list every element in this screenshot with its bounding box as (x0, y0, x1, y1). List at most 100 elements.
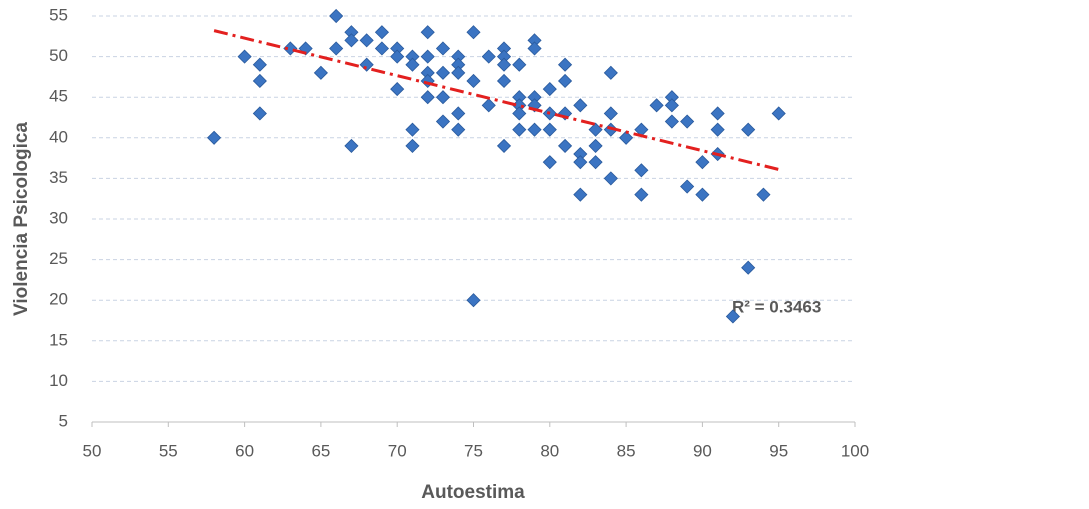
r-squared-label: R² = 0.3463 (732, 297, 821, 316)
point (496, 57, 512, 72)
point (466, 73, 481, 89)
y-tick-label: 20 (49, 290, 68, 309)
point (573, 187, 588, 202)
point (710, 122, 725, 137)
point (344, 33, 359, 48)
point (527, 41, 542, 56)
x-axis-title: Autoestima (421, 482, 525, 503)
point (573, 98, 588, 113)
x-tick-label: 70 (388, 441, 407, 460)
x-tick-label: 50 (83, 441, 102, 460)
point (542, 82, 557, 97)
point (771, 106, 786, 121)
point (680, 114, 695, 129)
point (420, 25, 435, 40)
point (252, 57, 267, 72)
point (451, 122, 466, 137)
x-tick-label: 75 (464, 441, 483, 460)
point (207, 130, 222, 145)
point (313, 65, 328, 80)
point (252, 73, 267, 89)
trendline (213, 29, 780, 171)
point (557, 73, 573, 89)
point (512, 106, 527, 121)
point (542, 155, 557, 170)
point (512, 57, 527, 72)
point (374, 25, 390, 40)
y-tick-label: 50 (49, 46, 68, 65)
point (557, 57, 573, 72)
point (664, 98, 679, 113)
point (435, 114, 451, 129)
point (756, 187, 771, 202)
y-tick-label: 5 (59, 411, 68, 430)
point (573, 155, 588, 170)
point (588, 155, 603, 170)
x-tick-label: 65 (311, 441, 330, 460)
point (435, 41, 451, 56)
point (619, 130, 634, 145)
point (664, 114, 679, 129)
y-tick-label: 15 (49, 330, 68, 349)
point (695, 187, 710, 202)
x-tick-label: 55 (159, 441, 178, 460)
point (329, 41, 344, 56)
point (435, 90, 451, 105)
point (451, 65, 466, 80)
point (344, 138, 359, 153)
y-tick-label: 25 (49, 249, 68, 268)
point (496, 73, 512, 89)
point (283, 41, 298, 56)
point (466, 293, 481, 308)
point (237, 49, 252, 64)
point (588, 138, 603, 153)
point (496, 138, 512, 153)
x-tick-label: 90 (693, 441, 712, 460)
point (512, 122, 527, 137)
y-tick-label: 45 (49, 87, 68, 106)
point (527, 122, 542, 137)
point (634, 163, 649, 178)
point (405, 57, 420, 72)
point (649, 98, 664, 113)
point (603, 65, 618, 80)
point (542, 122, 557, 137)
point (435, 65, 451, 80)
x-tick-label: 80 (540, 441, 559, 460)
point (710, 106, 725, 121)
point (741, 122, 756, 137)
point (451, 106, 466, 121)
y-tick-label: 35 (49, 168, 68, 187)
point (680, 179, 695, 194)
point (466, 25, 481, 40)
point (603, 171, 618, 186)
point (603, 106, 618, 121)
point (405, 122, 420, 137)
point (359, 57, 374, 72)
point (695, 155, 710, 170)
point (390, 82, 405, 97)
point (741, 260, 756, 275)
x-tick-label: 60 (235, 441, 254, 460)
y-tick-label: 40 (49, 127, 68, 146)
point (634, 187, 649, 202)
point (390, 49, 405, 64)
y-axis-title: Violencia Psicologica (11, 122, 32, 316)
y-tick-label: 30 (49, 208, 68, 227)
x-tick-label: 85 (617, 441, 636, 460)
y-tick-label: 55 (49, 5, 68, 24)
x-tick-label: 100 (841, 441, 869, 460)
y-tick-label: 10 (49, 371, 68, 390)
point (329, 8, 344, 24)
point (405, 138, 420, 153)
point (374, 41, 390, 56)
point (557, 138, 573, 153)
x-tick-label: 95 (769, 441, 788, 460)
point (588, 122, 603, 137)
point (359, 33, 374, 48)
point (420, 90, 435, 105)
point (725, 309, 740, 324)
point (252, 106, 267, 121)
